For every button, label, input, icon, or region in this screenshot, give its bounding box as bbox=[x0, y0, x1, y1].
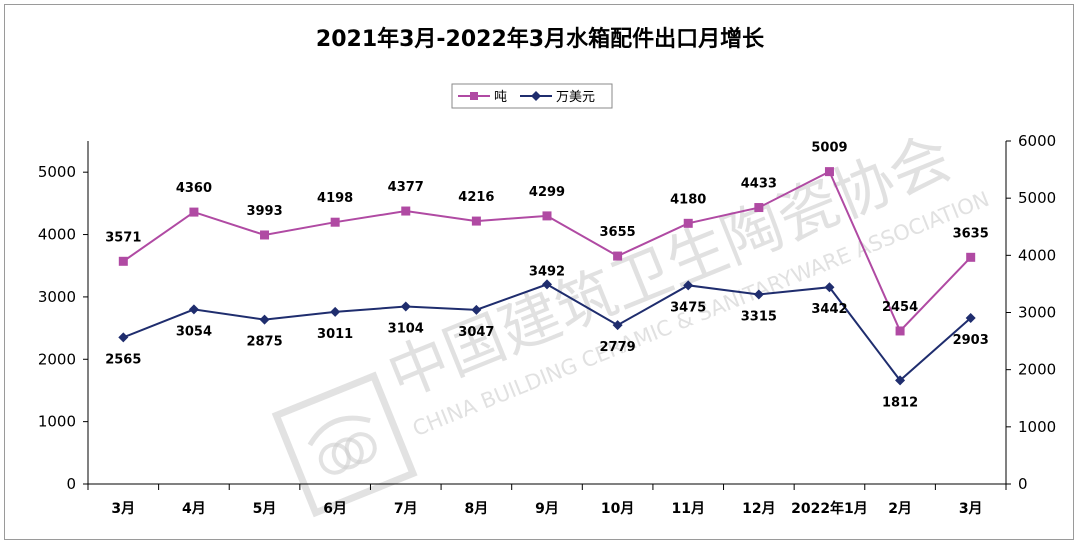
point-tons bbox=[189, 207, 199, 217]
chart-title: 2021年3月-2022年3月水箱配件出口月增长 bbox=[316, 26, 765, 52]
data-label-tons: 4216 bbox=[458, 190, 494, 205]
point-usd bbox=[400, 301, 411, 312]
point-usd bbox=[330, 306, 341, 317]
y-left-tick-label: 0 bbox=[66, 475, 76, 493]
legend-item-usd: 万美元 bbox=[520, 90, 595, 105]
point-tons bbox=[895, 326, 905, 336]
data-label-usd: 2565 bbox=[105, 352, 141, 367]
y-left-tick-label: 5000 bbox=[38, 163, 76, 181]
x-tick-label: 3月 bbox=[959, 501, 983, 517]
data-label-tons: 2454 bbox=[882, 300, 918, 315]
data-label-tons: 3635 bbox=[953, 226, 989, 241]
x-tick-label: 7月 bbox=[394, 501, 418, 517]
data-label-tons: 4180 bbox=[670, 192, 706, 207]
y-right-tick-label: 0 bbox=[1018, 475, 1028, 493]
point-tons bbox=[613, 251, 623, 261]
point-usd bbox=[118, 332, 129, 343]
data-label-usd: 2779 bbox=[600, 340, 636, 355]
y-right-tick-label: 2000 bbox=[1018, 361, 1056, 379]
y-right-tick-label: 1000 bbox=[1018, 418, 1056, 436]
x-tick-label: 12月 bbox=[742, 501, 775, 517]
data-label-usd: 2875 bbox=[246, 335, 282, 350]
axes: 0 1000 2000 3000 4000 5000 0 1000 2000 3000 4000 50… bbox=[38, 132, 1056, 517]
point-tons bbox=[260, 230, 270, 240]
y-left-tick-label: 1000 bbox=[38, 413, 76, 431]
point-usd bbox=[542, 279, 552, 290]
watermark-logo bbox=[271, 371, 418, 518]
data-label-tons: 4377 bbox=[388, 180, 424, 195]
point-tons bbox=[330, 217, 340, 227]
point-tons bbox=[966, 252, 976, 262]
point-usd bbox=[895, 375, 906, 386]
legend-item-tons: 吨 bbox=[458, 90, 507, 105]
data-label-usd: 3315 bbox=[741, 309, 777, 324]
x-tick-label: 5月 bbox=[253, 501, 277, 517]
data-label-tons: 5009 bbox=[811, 141, 847, 156]
data-label-usd: 3442 bbox=[811, 302, 847, 317]
y-right-tick-label: 6000 bbox=[1018, 132, 1056, 150]
point-usd bbox=[753, 289, 764, 300]
point-usd bbox=[471, 304, 482, 315]
point-usd bbox=[824, 282, 835, 293]
legend-label-tons: 吨 bbox=[494, 90, 507, 105]
data-label-tons: 3655 bbox=[600, 225, 636, 240]
point-tons bbox=[683, 218, 693, 228]
point-usd bbox=[259, 314, 270, 325]
x-tick-label: 2022年1月 bbox=[791, 500, 868, 517]
x-tick-label: 8月 bbox=[465, 501, 489, 517]
point-tons bbox=[824, 167, 834, 177]
x-tick-label: 4月 bbox=[182, 501, 206, 517]
y-left-tick-label: 3000 bbox=[38, 288, 76, 306]
y-right-tick-label: 3000 bbox=[1018, 304, 1056, 322]
data-label-tons: 3571 bbox=[105, 230, 141, 245]
data-label-tons: 4299 bbox=[529, 185, 565, 200]
data-label-usd: 3492 bbox=[529, 264, 565, 279]
point-tons bbox=[118, 256, 128, 266]
data-label-usd: 3047 bbox=[458, 325, 494, 340]
x-tick-label: 6月 bbox=[323, 501, 347, 517]
data-label-tons: 4360 bbox=[176, 181, 212, 196]
point-usd bbox=[612, 320, 623, 331]
data-labels: 3571 4360 3993 4198 4377 4216 4299 3655 4180 4433… bbox=[105, 141, 989, 411]
y-left-tick-label: 4000 bbox=[38, 226, 76, 244]
data-label-usd: 1812 bbox=[882, 395, 918, 410]
point-tons bbox=[542, 211, 552, 221]
data-label-tons: 3993 bbox=[246, 204, 282, 219]
y-right-tick-label: 4000 bbox=[1018, 246, 1056, 264]
data-label-usd: 3104 bbox=[388, 322, 424, 337]
y-right-tick-label: 5000 bbox=[1018, 189, 1056, 207]
data-label-tons: 4198 bbox=[317, 191, 353, 206]
point-tons bbox=[471, 216, 481, 226]
y-left-tick-label: 2000 bbox=[38, 350, 76, 368]
point-tons bbox=[401, 206, 411, 216]
x-tick-label: 9月 bbox=[535, 501, 559, 517]
x-tick-label: 3月 bbox=[111, 501, 135, 517]
x-tick-label: 11月 bbox=[671, 501, 704, 517]
data-label-tons: 4433 bbox=[741, 177, 777, 192]
data-label-usd: 3011 bbox=[317, 327, 353, 342]
point-usd bbox=[188, 304, 199, 315]
point-usd bbox=[965, 313, 976, 324]
legend-marker-usd bbox=[531, 91, 541, 101]
x-tick-label: 10月 bbox=[601, 501, 634, 517]
watermark-chinese-text: 中国建筑卫生陶瓷协会 bbox=[378, 123, 961, 413]
legend-label-usd: 万美元 bbox=[556, 90, 595, 105]
series-layer bbox=[118, 167, 976, 386]
data-label-usd: 3054 bbox=[176, 324, 212, 339]
point-tons bbox=[754, 203, 764, 213]
legend-marker-tons bbox=[470, 92, 478, 100]
point-usd bbox=[683, 280, 694, 291]
data-label-usd: 3475 bbox=[670, 300, 706, 315]
legend: 吨 万美元 bbox=[451, 83, 613, 109]
x-tick-label: 2月 bbox=[888, 501, 912, 517]
data-label-usd: 2903 bbox=[953, 333, 989, 348]
